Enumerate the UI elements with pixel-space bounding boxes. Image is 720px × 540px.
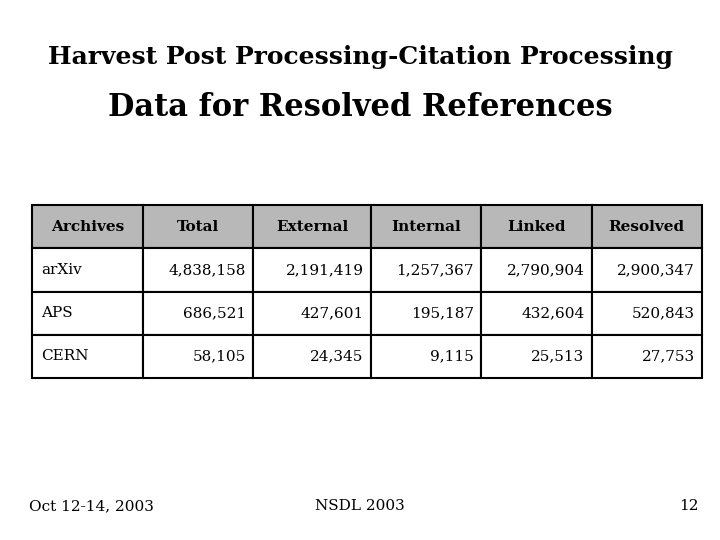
Bar (143, 292, 253, 335)
Bar (143, 205, 253, 248)
Bar (32, 335, 143, 378)
Text: 12: 12 (679, 499, 698, 513)
Text: 9,115: 9,115 (431, 349, 474, 363)
Text: 1,257,367: 1,257,367 (397, 263, 474, 277)
Bar (481, 335, 592, 378)
Text: Internal: Internal (391, 220, 461, 234)
Bar (592, 292, 702, 335)
Text: External: External (276, 220, 348, 234)
Bar (32, 248, 143, 292)
Bar (371, 205, 481, 248)
Bar (253, 248, 371, 292)
Text: 2,191,419: 2,191,419 (286, 263, 364, 277)
Text: 58,105: 58,105 (193, 349, 246, 363)
Bar (253, 292, 371, 335)
Bar (481, 292, 592, 335)
Text: Oct 12-14, 2003: Oct 12-14, 2003 (29, 499, 153, 513)
Text: 25,513: 25,513 (531, 349, 585, 363)
Text: 2,790,904: 2,790,904 (506, 263, 585, 277)
Text: Archives: Archives (51, 220, 125, 234)
Bar (592, 205, 702, 248)
Text: 195,187: 195,187 (411, 306, 474, 320)
Bar (32, 205, 143, 248)
Text: 24,345: 24,345 (310, 349, 364, 363)
Bar (371, 292, 481, 335)
Text: CERN: CERN (41, 349, 89, 363)
Bar (253, 205, 371, 248)
Text: 2,900,347: 2,900,347 (617, 263, 695, 277)
Text: 27,753: 27,753 (642, 349, 695, 363)
Text: Total: Total (177, 220, 219, 234)
Text: Data for Resolved References: Data for Resolved References (108, 92, 612, 124)
Text: 4,838,158: 4,838,158 (168, 263, 246, 277)
Bar (143, 248, 253, 292)
Bar (371, 335, 481, 378)
Text: 520,843: 520,843 (632, 306, 695, 320)
Bar (143, 335, 253, 378)
Bar (592, 335, 702, 378)
Text: arXiv: arXiv (41, 263, 82, 277)
Bar (481, 205, 592, 248)
Text: Harvest Post Processing-Citation Processing: Harvest Post Processing-Citation Process… (48, 45, 672, 69)
Bar (371, 248, 481, 292)
Bar (481, 248, 592, 292)
Bar (253, 335, 371, 378)
Text: NSDL 2003: NSDL 2003 (315, 499, 405, 513)
Text: APS: APS (41, 306, 73, 320)
Text: 427,601: 427,601 (300, 306, 364, 320)
Text: Linked: Linked (507, 220, 566, 234)
Text: 432,604: 432,604 (521, 306, 585, 320)
Text: 686,521: 686,521 (183, 306, 246, 320)
Text: Resolved: Resolved (608, 220, 685, 234)
Bar (592, 248, 702, 292)
Bar (32, 292, 143, 335)
